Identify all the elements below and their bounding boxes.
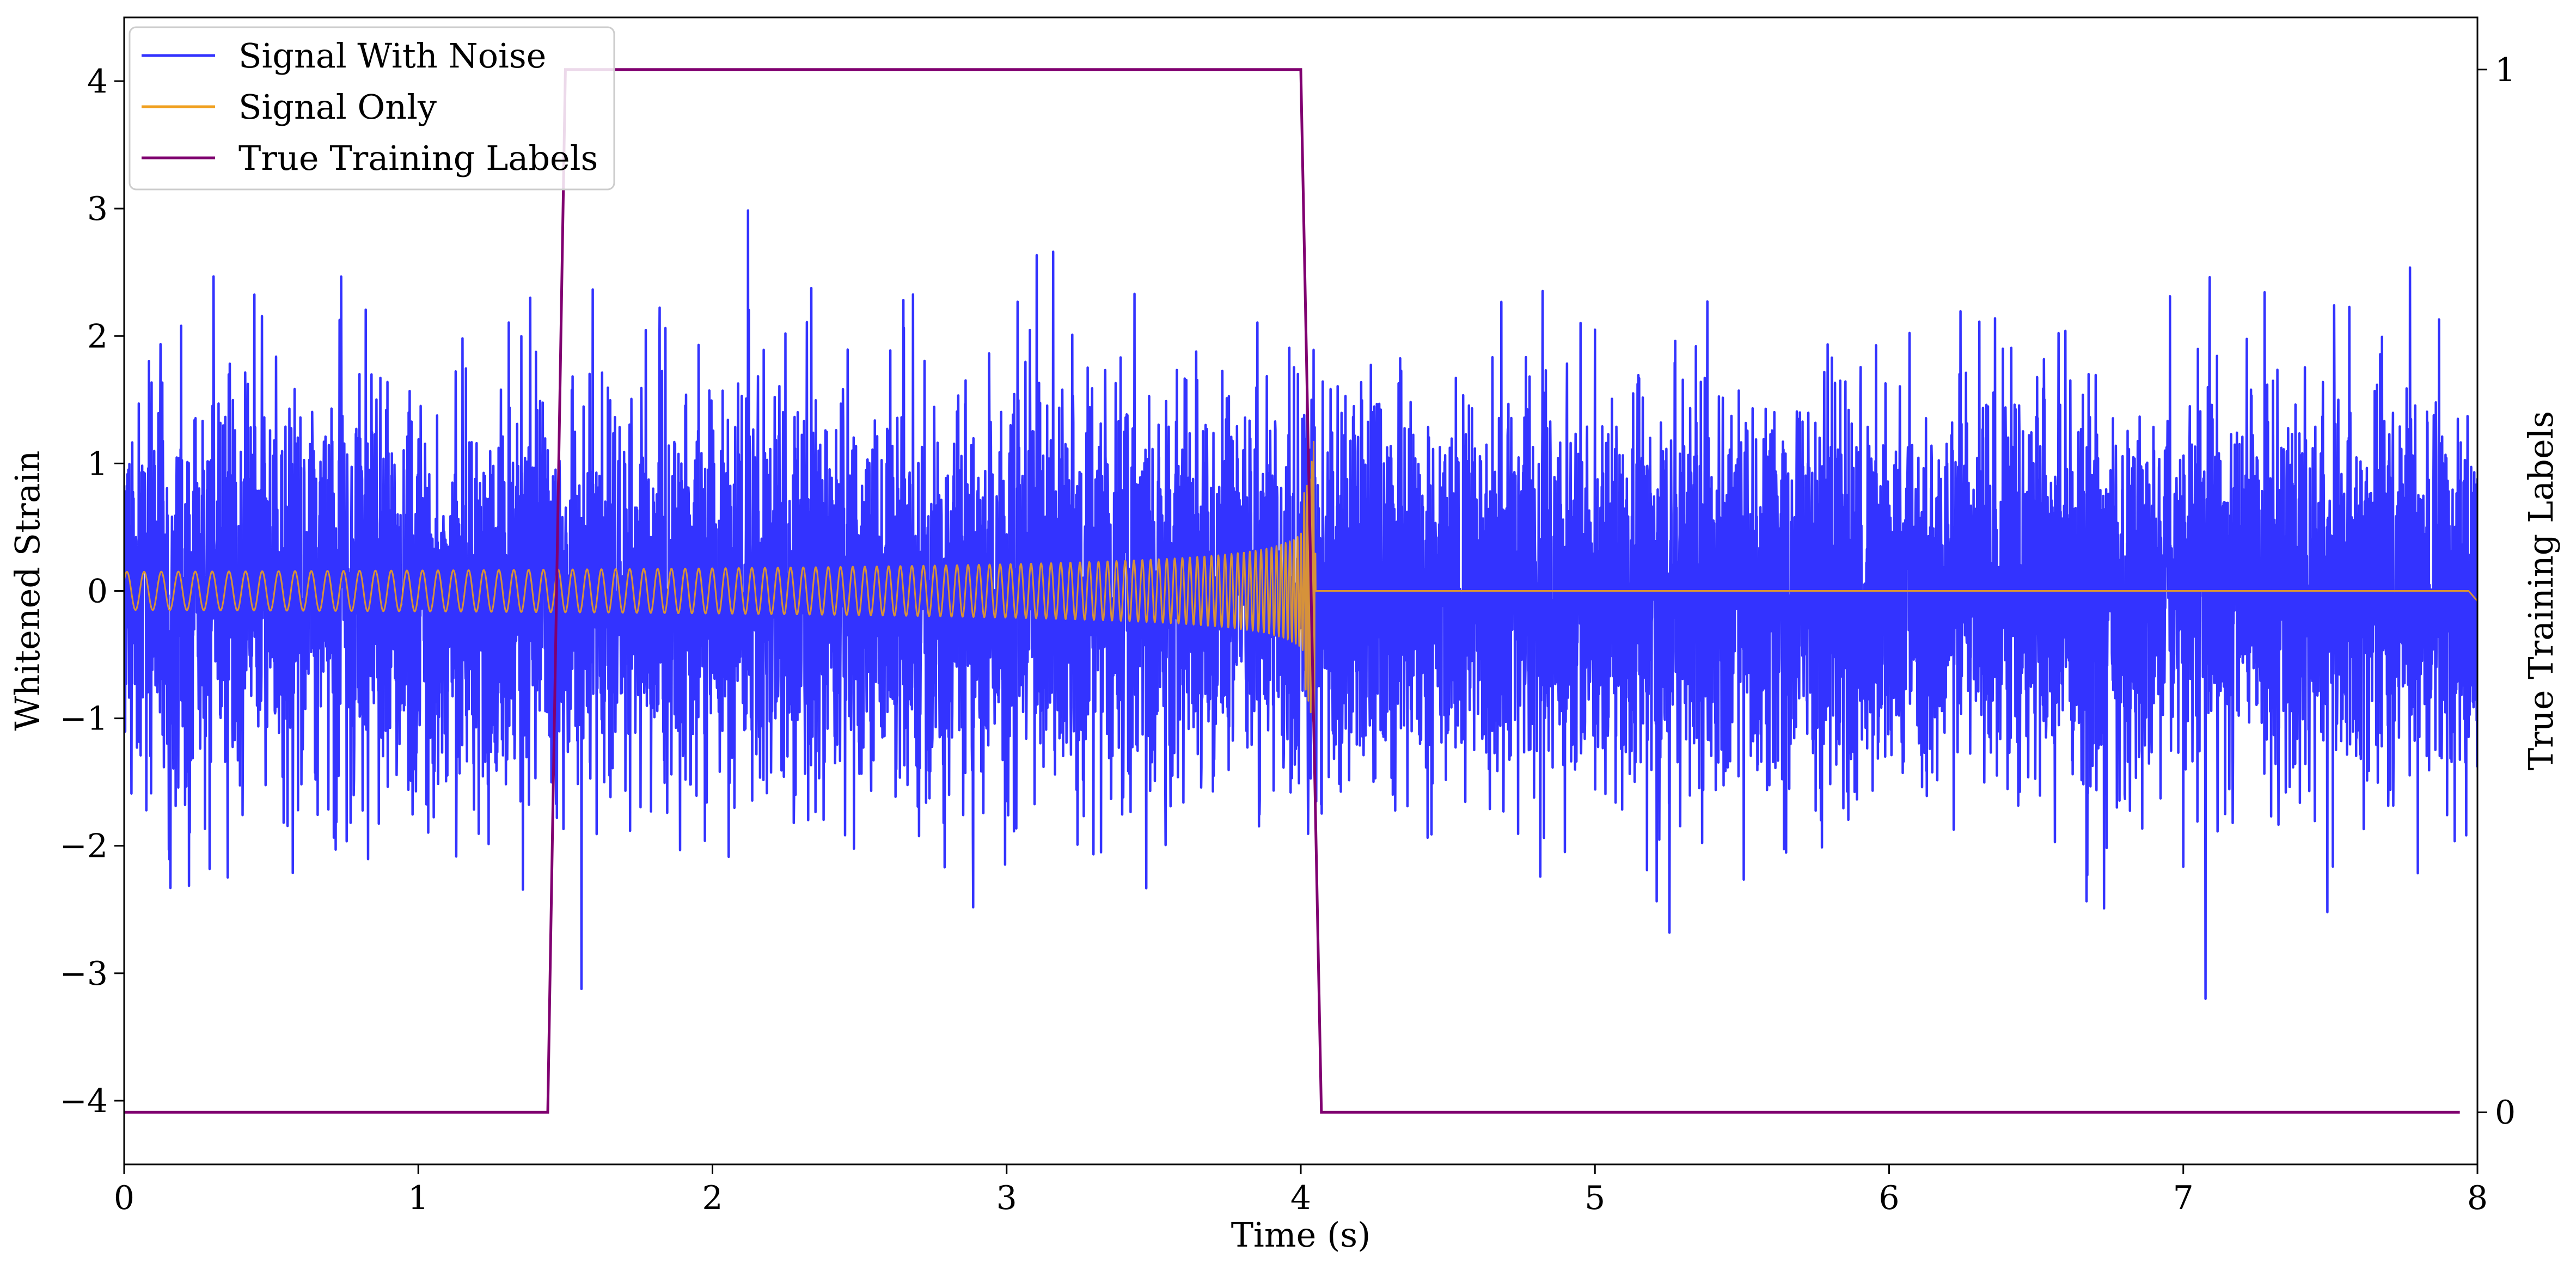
legend-label-true-training-labels: True Training Labels xyxy=(238,138,598,178)
y2-tick-label: 0 xyxy=(2495,1094,2516,1132)
y-tick-label: 4 xyxy=(87,63,108,101)
legend-label-signal-only: Signal Only xyxy=(238,87,437,127)
y-tick-label: −1 xyxy=(60,700,108,738)
x-tick-label: 3 xyxy=(996,1179,1017,1217)
y2-axis: 01 xyxy=(2477,51,2516,1132)
y-axis-label: Whitened Strain xyxy=(8,451,47,731)
x-tick-label: 4 xyxy=(1290,1179,1311,1217)
y2-tick-label: 1 xyxy=(2495,51,2516,89)
x-tick-label: 1 xyxy=(408,1179,429,1217)
x-tick-label: 2 xyxy=(702,1179,723,1217)
x-tick-label: 6 xyxy=(1879,1179,1899,1217)
x-tick-label: 8 xyxy=(2467,1179,2488,1217)
legend-box xyxy=(129,26,615,191)
y-tick-label: 0 xyxy=(87,573,108,611)
legend: Signal With Noise Signal Only True Train… xyxy=(129,26,615,191)
y-tick-label: 3 xyxy=(87,190,108,228)
legend-label-signal-with-noise: Signal With Noise xyxy=(238,36,546,76)
x-axis: 0 1 2 3 4 5 6 7 8 xyxy=(114,1164,2488,1217)
x-tick-label: 5 xyxy=(1584,1179,1605,1217)
series-line-signal-only xyxy=(124,440,2477,738)
y2-axis-label: True Training Labels xyxy=(2521,411,2561,770)
y-tick-label: −4 xyxy=(60,1082,108,1120)
x-tick-label: 0 xyxy=(114,1179,134,1217)
x-tick-label: 7 xyxy=(2173,1179,2194,1217)
x-axis-label: Time (s) xyxy=(1231,1215,1371,1255)
series-line-true-training-labels xyxy=(124,68,2460,1114)
y-tick-label: 2 xyxy=(87,317,108,355)
y-tick-label: −2 xyxy=(60,827,108,866)
y-tick-label: −3 xyxy=(60,955,108,993)
y-tick-label: 1 xyxy=(87,445,108,483)
plot-area xyxy=(124,68,2477,1114)
y-axis: −4 −3 −2 −1 0 1 2 3 4 xyxy=(60,63,124,1120)
